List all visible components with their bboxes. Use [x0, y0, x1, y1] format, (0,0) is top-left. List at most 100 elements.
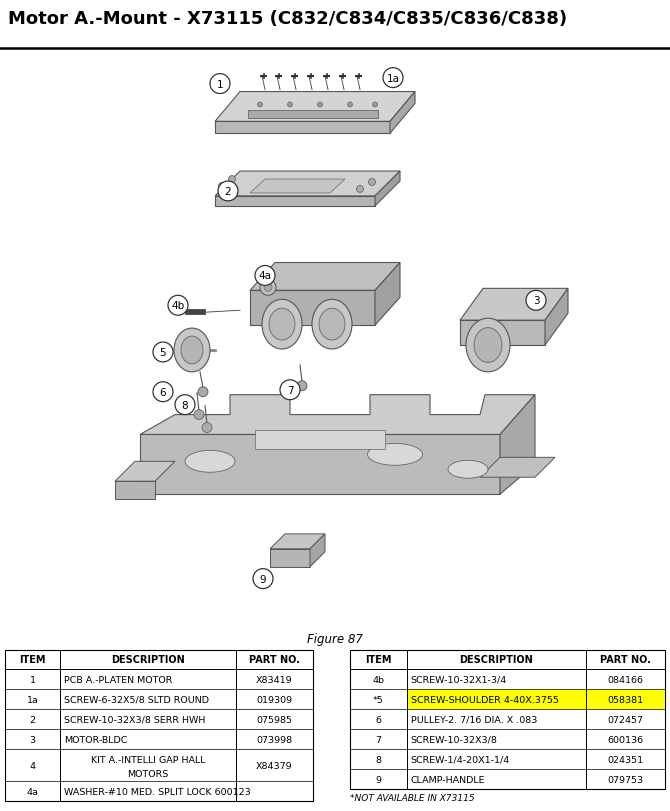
Polygon shape [480, 457, 555, 478]
Text: 6: 6 [375, 715, 381, 724]
Text: 5: 5 [159, 348, 166, 358]
Circle shape [356, 187, 364, 193]
Bar [248, 111, 378, 119]
Bar [5, 650, 313, 801]
Ellipse shape [466, 319, 510, 372]
Polygon shape [270, 549, 310, 567]
Polygon shape [250, 180, 345, 194]
Circle shape [194, 410, 204, 420]
Polygon shape [255, 430, 385, 450]
Polygon shape [250, 291, 375, 326]
Circle shape [369, 179, 375, 187]
Polygon shape [215, 92, 415, 122]
Text: MOTORS: MOTORS [127, 769, 169, 778]
Text: 8: 8 [182, 400, 188, 410]
Circle shape [218, 183, 226, 191]
Text: WASHER-#10 MED. SPLIT LOCK 600123: WASHER-#10 MED. SPLIT LOCK 600123 [64, 787, 251, 796]
Text: PULLEY-2. 7/16 DIA. X .083: PULLEY-2. 7/16 DIA. X .083 [411, 715, 537, 724]
Text: SCREW-6-32X5/8 SLTD ROUND: SCREW-6-32X5/8 SLTD ROUND [64, 695, 210, 704]
Text: 058381: 058381 [608, 695, 644, 704]
Circle shape [257, 103, 263, 108]
Text: SCREW-1/4-20X1-1/4: SCREW-1/4-20X1-1/4 [411, 755, 510, 764]
Text: Motor A.-Mount - X73115 (C832/C834/C835/C836/C838): Motor A.-Mount - X73115 (C832/C834/C835/… [8, 10, 567, 28]
Text: 075985: 075985 [257, 715, 293, 724]
Circle shape [287, 103, 293, 108]
Text: 1a: 1a [27, 695, 39, 704]
Polygon shape [310, 534, 325, 567]
Circle shape [280, 380, 300, 400]
Text: 4b: 4b [373, 675, 385, 684]
Text: 1a: 1a [387, 74, 399, 84]
Circle shape [153, 382, 173, 402]
Circle shape [260, 280, 276, 296]
Text: 7: 7 [375, 735, 381, 744]
Bar [407, 689, 586, 710]
Text: 2: 2 [224, 187, 231, 197]
Text: SCREW-10-32X3/8 SERR HWH: SCREW-10-32X3/8 SERR HWH [64, 715, 206, 724]
Circle shape [253, 569, 273, 589]
Text: *5: *5 [373, 695, 384, 704]
Text: 2: 2 [29, 715, 36, 724]
Text: SCREW-SHOULDER 4-40X.3755: SCREW-SHOULDER 4-40X.3755 [411, 695, 559, 704]
Polygon shape [115, 461, 175, 482]
Ellipse shape [368, 444, 423, 466]
Text: SCREW-10-32X3/8: SCREW-10-32X3/8 [411, 735, 498, 744]
Polygon shape [460, 321, 545, 345]
Text: DESCRIPTION: DESCRIPTION [460, 654, 533, 665]
Ellipse shape [269, 309, 295, 341]
Text: MOTOR-BLDC: MOTOR-BLDC [64, 735, 128, 744]
Ellipse shape [262, 300, 302, 350]
Circle shape [218, 182, 238, 202]
Text: 4a: 4a [259, 271, 271, 281]
Text: PART NO.: PART NO. [600, 654, 651, 665]
Text: X83419: X83419 [256, 675, 293, 684]
Polygon shape [140, 395, 535, 435]
Text: 024351: 024351 [608, 755, 644, 764]
Polygon shape [115, 482, 155, 500]
Text: 1: 1 [216, 79, 223, 89]
Text: SCREW-10-32X1-3/4: SCREW-10-32X1-3/4 [411, 675, 507, 684]
Text: 073998: 073998 [257, 735, 293, 744]
Circle shape [153, 342, 173, 363]
Circle shape [175, 395, 195, 415]
Text: CLAMP-HANDLE: CLAMP-HANDLE [411, 775, 485, 783]
Text: PART NO.: PART NO. [249, 654, 300, 665]
Text: 3: 3 [29, 735, 36, 744]
Text: 6: 6 [159, 387, 166, 397]
Text: X84379: X84379 [256, 761, 293, 770]
Polygon shape [270, 534, 325, 549]
Polygon shape [215, 172, 400, 197]
Ellipse shape [474, 328, 502, 363]
Circle shape [210, 75, 230, 94]
Text: 084166: 084166 [608, 675, 644, 684]
Text: DESCRIPTION: DESCRIPTION [111, 654, 185, 665]
Text: ITEM: ITEM [365, 654, 391, 665]
Text: ITEM: ITEM [19, 654, 46, 665]
Polygon shape [460, 289, 568, 321]
Text: 019309: 019309 [257, 695, 293, 704]
Text: *NOT AVAILABLE IN X73115: *NOT AVAILABLE IN X73115 [350, 793, 474, 802]
Bar [350, 650, 665, 789]
Text: 079753: 079753 [608, 775, 644, 783]
Text: 9: 9 [260, 574, 266, 584]
Polygon shape [250, 264, 400, 291]
Circle shape [348, 103, 352, 108]
Polygon shape [390, 92, 415, 134]
Circle shape [202, 423, 212, 433]
Text: 3: 3 [533, 296, 539, 306]
Text: 7: 7 [287, 385, 293, 395]
Bar [185, 310, 205, 315]
Text: 600136: 600136 [608, 735, 644, 744]
Ellipse shape [319, 309, 345, 341]
Circle shape [373, 103, 377, 108]
Polygon shape [500, 395, 535, 495]
Circle shape [318, 103, 322, 108]
Ellipse shape [448, 461, 488, 478]
Text: KIT A.-INTELLI GAP HALL: KIT A.-INTELLI GAP HALL [91, 755, 206, 764]
Circle shape [168, 296, 188, 315]
Polygon shape [140, 435, 500, 495]
Circle shape [526, 291, 546, 311]
Polygon shape [215, 122, 390, 134]
Circle shape [255, 266, 275, 286]
Text: 4b: 4b [172, 301, 185, 311]
